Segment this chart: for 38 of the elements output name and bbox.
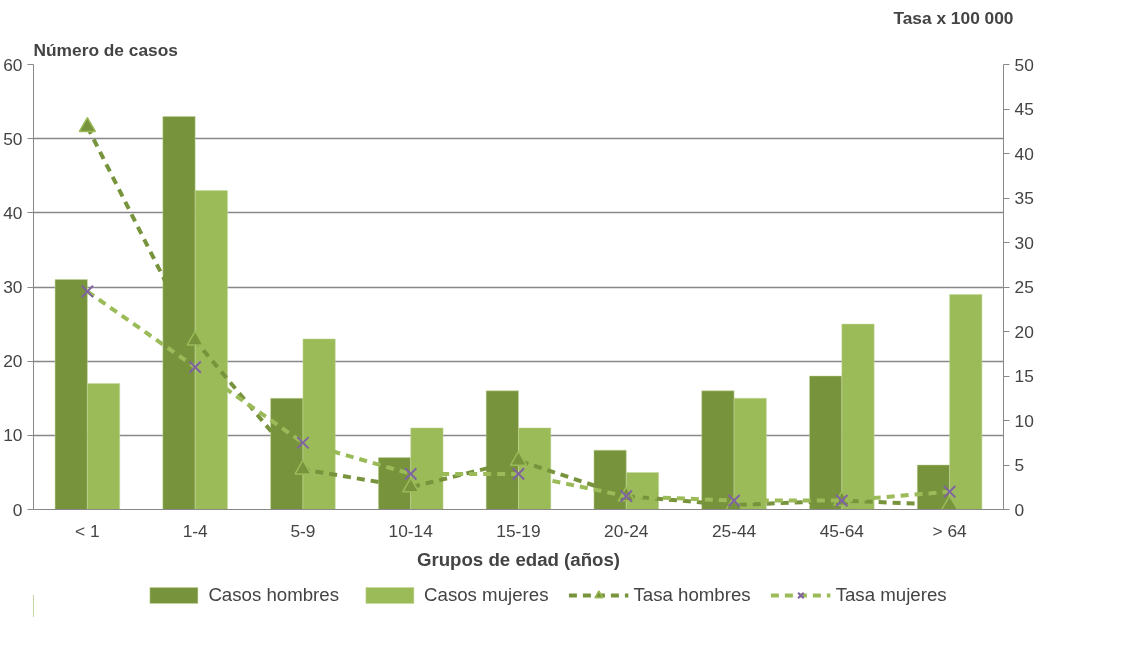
- y-axis-title: Número de casos: [33, 39, 178, 60]
- y2-tick-label: 40: [1014, 143, 1034, 164]
- x-tick-label: 45-64: [819, 520, 865, 541]
- y2-axis-title: Tasa x 100 000: [893, 7, 1014, 28]
- y2-tick-label: 5: [1014, 455, 1025, 475]
- y2-tick-label: 35: [1014, 188, 1034, 208]
- x-tick-label: 1-4: [182, 520, 209, 541]
- y2-tick-label: 20: [1014, 321, 1034, 342]
- legend-label: Casos hombres: [208, 583, 340, 606]
- y-tick-label: 20: [3, 351, 23, 372]
- x-axis-title: Grupos de edad (años): [416, 548, 621, 570]
- y-tick-label: 10: [3, 425, 23, 446]
- x-tick-label: > 64: [932, 520, 968, 541]
- x-tick-label: 5-9: [290, 520, 316, 541]
- point: [186, 330, 204, 346]
- x-tick-label: 15-19: [496, 520, 541, 541]
- point: [294, 459, 312, 475]
- legend-label: Tasa mujeres: [835, 583, 947, 606]
- y-tick-label: 50: [3, 128, 23, 149]
- y-tick-label: 40: [3, 202, 23, 223]
- y2-tick-label: 50: [1014, 54, 1034, 75]
- legend-label: Tasa hombres: [633, 583, 751, 606]
- y-tick-label: 60: [3, 54, 23, 75]
- x-tick-label: < 1: [75, 520, 100, 541]
- x-tick-label: 10-14: [388, 520, 434, 541]
- y2-tick-label: 15: [1014, 366, 1034, 386]
- y2-tick-label: 0: [1014, 499, 1025, 520]
- point: [78, 116, 97, 133]
- x-tick-label: 20-24: [604, 520, 649, 541]
- y-tick-label: 0: [12, 499, 23, 520]
- y2-tick-label: 10: [1014, 410, 1034, 431]
- y-tick-label: 30: [3, 277, 23, 297]
- point: [509, 450, 528, 466]
- y2-tick-label: 25: [1014, 277, 1034, 297]
- x-tick-label: 25-44: [711, 520, 757, 541]
- y2-tick-label: 30: [1014, 232, 1034, 253]
- legend-label: Casos mujeres: [424, 583, 549, 606]
- y2-tick-label: 45: [1014, 99, 1034, 119]
